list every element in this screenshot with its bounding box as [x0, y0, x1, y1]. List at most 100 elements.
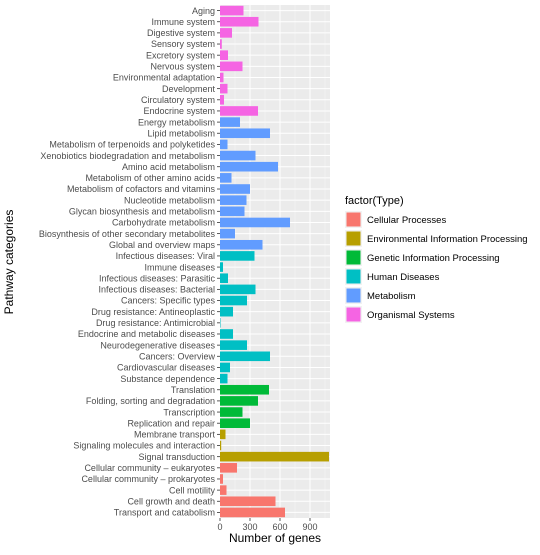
legend-key	[346, 212, 361, 227]
y-tick-label: Endocrine system	[143, 106, 215, 116]
bar	[220, 273, 228, 284]
x-tick-labels: 0 300 600 900	[217, 518, 318, 532]
bar	[220, 150, 256, 161]
bar	[220, 284, 256, 295]
y-tick-label: Cardiovascular diseases	[117, 363, 216, 373]
y-tick-label: Infectious diseases: Bacterial	[98, 285, 215, 295]
y-tick-label: Immune diseases	[144, 262, 215, 272]
legend-label: Organismal Systems	[367, 310, 455, 321]
y-tick-label: Cancers: Overview	[139, 351, 216, 361]
y-tick-label: Circulatory system	[141, 95, 215, 105]
y-tick-label: Membrane transport	[134, 430, 216, 440]
y-tick-label: Replication and repair	[127, 418, 215, 428]
plot-panel	[220, 5, 330, 518]
bar	[220, 463, 237, 473]
bar	[220, 485, 227, 495]
bar	[220, 507, 285, 518]
bar	[220, 262, 223, 272]
bar	[220, 440, 222, 451]
y-tick-label: Infectious diseases: Viral	[116, 251, 215, 261]
bar	[220, 384, 269, 395]
legend-label: Metabolism	[367, 291, 416, 302]
y-tick-label: Cellular community – prokaryotes	[81, 474, 215, 484]
bar	[220, 50, 228, 60]
legend-key	[346, 307, 361, 322]
y-tick-label: Endocrine and metabolic diseases	[78, 329, 216, 339]
bar	[220, 39, 222, 49]
y-axis-title: Pathway categories	[2, 210, 16, 315]
y-tick-label: Aging	[192, 6, 215, 16]
y-tick-label: Cellular community – eukaryotes	[84, 463, 215, 473]
legend-key	[346, 250, 361, 265]
y-tick-label: Digestive system	[147, 28, 215, 38]
legend: Cellular Processes Environmental Informat…	[345, 211, 528, 323]
bar	[220, 16, 259, 27]
legend-label: Cellular Processes	[367, 215, 446, 226]
x-axis-title: Number of genes	[229, 531, 321, 545]
y-tick-label: Folding, sorting and degradation	[86, 396, 215, 406]
bar	[220, 396, 258, 406]
y-tick-label: Signaling molecules and interaction	[73, 441, 215, 451]
y-tick-label: Development	[162, 84, 216, 94]
bar	[220, 61, 243, 72]
bar	[220, 184, 250, 194]
bar	[220, 228, 235, 239]
bar	[220, 496, 276, 507]
bar	[220, 217, 290, 228]
y-tick-label: Immune system	[151, 17, 215, 27]
y-tick-label: Xenobiotics biodegradation and metabolis…	[40, 151, 215, 161]
y-tick-label: Nucleotide metabolism	[124, 195, 215, 205]
legend-label: Environmental Information Processing	[367, 234, 528, 245]
bar	[220, 306, 233, 317]
y-tick-label: Infectious diseases: Parasitic	[99, 273, 216, 283]
bar	[220, 474, 223, 484]
bar	[220, 139, 228, 150]
bar	[220, 239, 263, 250]
y-tick-label: Cell growth and death	[127, 496, 215, 506]
x-tick-label: 300	[242, 522, 257, 532]
bar	[220, 83, 228, 94]
y-tick-label: Neurodegenerative diseases	[100, 340, 215, 350]
bar	[220, 351, 270, 362]
y-tick-label: Cancers: Specific types	[121, 296, 216, 306]
legend-label: Human Diseases	[367, 272, 440, 283]
bar	[220, 206, 245, 217]
bar	[220, 106, 258, 116]
y-tick-label: Cell motility	[169, 485, 216, 495]
bar	[220, 318, 221, 328]
bar	[220, 451, 329, 462]
bar	[220, 28, 232, 38]
y-tick-label: Amino acid metabolism	[122, 162, 215, 172]
y-tick-label: Translation	[171, 385, 215, 395]
bar	[220, 161, 278, 172]
y-tick-label: Excretory system	[146, 50, 215, 60]
y-tick-label: Lipid metabolism	[147, 128, 215, 138]
y-tick-label: Biosynthesis of other secondary metaboli…	[39, 229, 216, 239]
bar	[220, 251, 255, 261]
x-tick-label: 600	[272, 522, 287, 532]
y-tick-label: Transcription	[163, 407, 215, 417]
y-tick-label: Nervous system	[150, 62, 215, 72]
bar	[220, 340, 247, 350]
y-tick-label: Energy metabolism	[138, 117, 215, 127]
grid-lines	[219, 5, 330, 518]
y-tick-label: Sensory system	[151, 39, 215, 49]
y-tick-label: Drug resistance: Antineoplastic	[91, 307, 215, 317]
y-tick-label: Metabolism of cofactors and vitamins	[67, 184, 216, 194]
y-tick-label: Metabolism of other amino acids	[85, 173, 215, 183]
legend-key	[346, 288, 361, 303]
y-tick-label: Drug resistance: Antimicrobial	[96, 318, 215, 328]
bar	[220, 373, 228, 384]
legend-key	[346, 231, 361, 246]
bar	[220, 5, 244, 16]
bar	[220, 128, 270, 139]
bar	[220, 173, 232, 183]
y-tick-label: Carbohydrate metabolism	[112, 218, 215, 228]
bar	[220, 429, 226, 440]
y-tick-label: Signal transduction	[138, 452, 215, 462]
bar	[220, 362, 230, 373]
y-tick-label: Environmental adaptation	[113, 73, 215, 83]
y-tick-label: Transport and catabolism	[114, 508, 215, 518]
